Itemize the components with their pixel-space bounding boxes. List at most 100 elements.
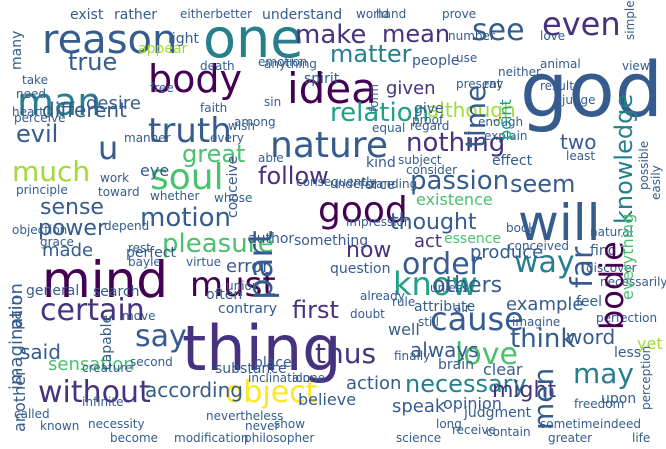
word: rule (392, 295, 416, 309)
word: believe (298, 390, 357, 409)
word: judgment (464, 405, 532, 421)
word: body (148, 57, 242, 101)
word: good (318, 190, 408, 231)
word: question (330, 261, 391, 277)
word: necessarily (600, 275, 666, 289)
word: discover (586, 261, 637, 275)
word: think (510, 324, 576, 354)
word: alone (292, 371, 326, 385)
word: simple (623, 0, 637, 40)
word: indeed (600, 417, 641, 431)
word: enough (478, 115, 524, 129)
word: never (245, 419, 280, 433)
word: science (396, 431, 442, 445)
word: pleasure (162, 229, 274, 259)
word: contrary (218, 301, 278, 317)
word: long (436, 417, 462, 431)
word: sense (40, 195, 104, 220)
word: essence (444, 231, 501, 247)
word: first (292, 296, 339, 324)
word: manner (124, 131, 171, 145)
word: prove (442, 7, 477, 21)
word: number (448, 29, 495, 43)
word: now (346, 238, 392, 263)
word: truth (148, 111, 232, 151)
word: finally (394, 349, 431, 363)
word: evil (16, 120, 59, 148)
word: animal (540, 57, 581, 71)
word: world (356, 7, 390, 21)
word: seem (510, 170, 576, 198)
word: may (573, 357, 635, 390)
word: idea (287, 64, 377, 113)
word: philosopher (244, 431, 315, 445)
word: different (42, 98, 127, 122)
word: far (565, 246, 600, 288)
word: mind (42, 251, 169, 309)
word: follow (258, 162, 329, 190)
word: give (414, 101, 444, 117)
word: nevertheless (206, 409, 284, 423)
word: part (241, 230, 281, 300)
word: action (346, 373, 402, 394)
word: present (456, 77, 502, 91)
word: free (150, 81, 174, 95)
word: spirit (304, 71, 340, 87)
word: toward (98, 185, 140, 199)
word: rather (114, 7, 158, 23)
word: second (130, 355, 173, 369)
word: knowledge (610, 93, 638, 224)
word: according (145, 378, 243, 402)
word: easily (649, 165, 663, 200)
word: even (542, 5, 621, 43)
word: every (210, 131, 244, 145)
word: proof (412, 113, 444, 127)
word: depend (104, 219, 150, 233)
word: sin (264, 95, 282, 109)
word: said (20, 340, 61, 364)
word: always (410, 338, 479, 362)
word: others (432, 273, 503, 298)
word: power (38, 216, 106, 241)
word: perceive (14, 111, 66, 125)
word: act (414, 231, 442, 252)
word: ray (484, 77, 504, 91)
word: one (203, 7, 304, 70)
word: true (68, 48, 118, 76)
word: much (12, 155, 91, 188)
word: make (295, 20, 367, 50)
word: opinion (443, 394, 502, 413)
word: place (254, 355, 292, 371)
word: u (98, 129, 119, 167)
word: often (206, 287, 243, 303)
word: thing (182, 312, 342, 385)
word: everything (618, 213, 637, 300)
word: produce (470, 242, 544, 263)
word: love (455, 337, 518, 372)
word: able (258, 151, 284, 165)
word: although (427, 98, 516, 122)
word: understanding (330, 177, 418, 191)
word: take (22, 73, 48, 87)
word: appear (138, 41, 188, 57)
word: heart (12, 105, 44, 119)
word: consider (406, 163, 458, 177)
word: love (540, 29, 566, 43)
word: two (560, 130, 597, 154)
word: general (26, 283, 80, 299)
word: nothing (406, 128, 506, 158)
word: thus (315, 337, 377, 370)
word: desire (86, 93, 141, 114)
word: show (274, 417, 306, 431)
word: upon (601, 391, 637, 407)
word: force (360, 177, 396, 193)
word: brain (438, 357, 474, 373)
word: emotion (258, 55, 308, 69)
word: without (38, 375, 151, 410)
word: made (42, 240, 94, 261)
word: attribute (414, 299, 476, 315)
word: well (388, 320, 420, 339)
word: wish (228, 119, 256, 133)
word: hand (376, 7, 407, 21)
